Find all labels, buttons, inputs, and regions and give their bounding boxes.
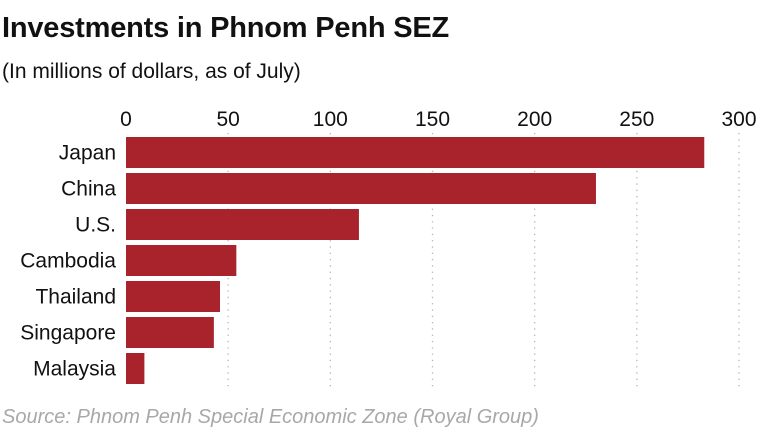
category-label: Singapore bbox=[20, 322, 116, 345]
chart-subtitle: (In millions of dollars, as of July) bbox=[2, 60, 301, 83]
chart-title: Investments in Phnom Penh SEZ bbox=[2, 12, 449, 44]
gridlines bbox=[227, 133, 740, 388]
bar bbox=[126, 245, 237, 276]
bar bbox=[126, 281, 220, 312]
category-label: China bbox=[61, 178, 116, 201]
x-tick-label: 0 bbox=[120, 108, 132, 131]
category-label: Thailand bbox=[35, 286, 116, 309]
x-tick-label: 250 bbox=[619, 108, 654, 131]
category-labels: Japan China U.S. Cambodia Thailand Singapore M… bbox=[20, 142, 116, 381]
bar bbox=[126, 137, 705, 168]
x-tick-label: 50 bbox=[216, 108, 239, 131]
bar bbox=[126, 317, 214, 348]
bar bbox=[126, 209, 359, 240]
x-tick-label: 150 bbox=[415, 108, 450, 131]
bar bbox=[126, 173, 596, 204]
category-label: Malaysia bbox=[33, 358, 116, 381]
source-note: Source: Phnom Penh Special Economic Zone… bbox=[2, 406, 539, 428]
x-tick-label: 300 bbox=[721, 108, 756, 131]
category-label: Japan bbox=[59, 142, 116, 165]
bars bbox=[126, 137, 705, 384]
category-label: Cambodia bbox=[20, 250, 116, 273]
category-label: U.S. bbox=[75, 214, 116, 237]
x-tick-label: 200 bbox=[517, 108, 552, 131]
x-tick-label: 100 bbox=[313, 108, 348, 131]
x-axis-ticks: 0 50 100 150 200 250 300 bbox=[120, 108, 756, 131]
bar bbox=[126, 353, 145, 384]
